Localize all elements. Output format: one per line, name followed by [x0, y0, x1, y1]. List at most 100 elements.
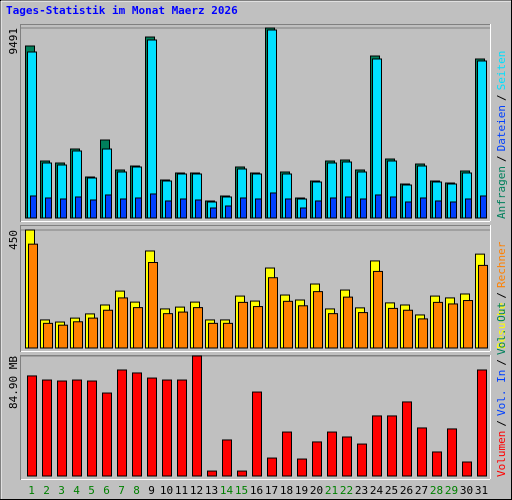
legend-entry: Volumen [495, 431, 508, 477]
legend-entry: Besuche [495, 303, 508, 349]
bar [117, 369, 127, 477]
x-tick-label: 14 [220, 484, 234, 497]
bar [313, 291, 323, 349]
bar [300, 207, 307, 219]
bar [118, 297, 128, 349]
x-tick-label: 1 [28, 484, 35, 497]
legend-entry: Rechner [495, 241, 508, 288]
bar [148, 262, 158, 349]
bar [210, 207, 217, 219]
bar [133, 307, 143, 349]
bar [165, 200, 172, 219]
x-tick-label: 10 [160, 484, 173, 497]
legend-entry: Seiten [495, 51, 508, 91]
bar [448, 303, 458, 349]
bar [75, 196, 82, 219]
bar [373, 270, 383, 349]
x-tick-label: 6 [103, 484, 110, 497]
x-tick-label: 5 [88, 484, 95, 497]
bar [162, 379, 172, 477]
x-tick-label: 24 [370, 484, 384, 497]
bar [72, 379, 82, 477]
bar [58, 324, 68, 349]
bar [285, 198, 292, 219]
chart-title: Tages-Statistik im Monat Maerz 2026 [6, 4, 238, 17]
legend: Anfragen / Dateien / Seiten [495, 51, 508, 219]
y-tick-label: 9491 [7, 28, 20, 55]
bar [372, 58, 382, 219]
bar [462, 461, 472, 477]
x-tick-label: 9 [148, 484, 155, 497]
bar [360, 198, 367, 219]
bar [88, 317, 98, 349]
bar [478, 264, 488, 349]
legend-entry: Dateien [495, 105, 508, 151]
bar [222, 439, 232, 477]
bar [450, 201, 457, 219]
bar [163, 313, 173, 349]
bar [150, 193, 157, 219]
bar [147, 39, 157, 219]
x-tick-label: 29 [445, 484, 458, 497]
x-tick-label: 22 [340, 484, 353, 497]
x-tick-label: 11 [175, 484, 188, 497]
bar [102, 392, 112, 477]
bar [372, 415, 382, 477]
legend-separator: / [495, 420, 508, 427]
bar [225, 205, 232, 219]
bar [447, 428, 457, 477]
x-tick-label: 27 [415, 484, 428, 497]
bar [405, 201, 412, 219]
bar [463, 300, 473, 349]
x-tick-label: 12 [190, 484, 203, 497]
bar [270, 192, 277, 219]
bar [87, 380, 97, 477]
bar [238, 301, 248, 349]
bar [267, 457, 277, 477]
bar [28, 243, 38, 349]
x-tick-label: 19 [295, 484, 308, 497]
x-tick-label: 25 [385, 484, 398, 497]
x-tick-label: 2 [43, 484, 50, 497]
bar [73, 321, 83, 349]
bar [477, 369, 487, 477]
bar [330, 197, 337, 219]
bar [312, 441, 322, 477]
bar [27, 51, 37, 219]
x-tick-label: 7 [118, 484, 125, 497]
bar [477, 60, 487, 219]
bar [253, 306, 263, 349]
x-tick-label: 17 [265, 484, 278, 497]
x-tick-label: 30 [460, 484, 473, 497]
x-tick-label: 18 [280, 484, 293, 497]
legend-entry: Anfragen [495, 166, 508, 219]
bar [237, 470, 247, 477]
x-tick-label: 23 [355, 484, 368, 497]
bar [60, 198, 67, 219]
bar [417, 427, 427, 477]
legend-entry: Vol. Out [495, 302, 508, 355]
legend-separator: / [495, 359, 508, 366]
y-tick-label: 450 [7, 230, 20, 250]
bar [240, 197, 247, 219]
bar [328, 313, 338, 349]
legend-separator: / [495, 94, 508, 101]
bar [193, 307, 203, 349]
x-tick-label: 15 [235, 484, 248, 497]
legend-entry: Vol. In [495, 370, 508, 416]
bar [432, 451, 442, 477]
bar [387, 415, 397, 477]
bar [255, 198, 262, 219]
bar [223, 322, 233, 349]
x-tick-label: 26 [400, 484, 413, 497]
bar [207, 470, 217, 477]
bar [42, 379, 52, 477]
bar [43, 322, 53, 349]
bar [177, 379, 187, 477]
bar [418, 318, 428, 349]
x-tick-label: 21 [325, 484, 338, 497]
bar [135, 197, 142, 219]
x-tick-label: 20 [310, 484, 323, 497]
bar [433, 301, 443, 349]
